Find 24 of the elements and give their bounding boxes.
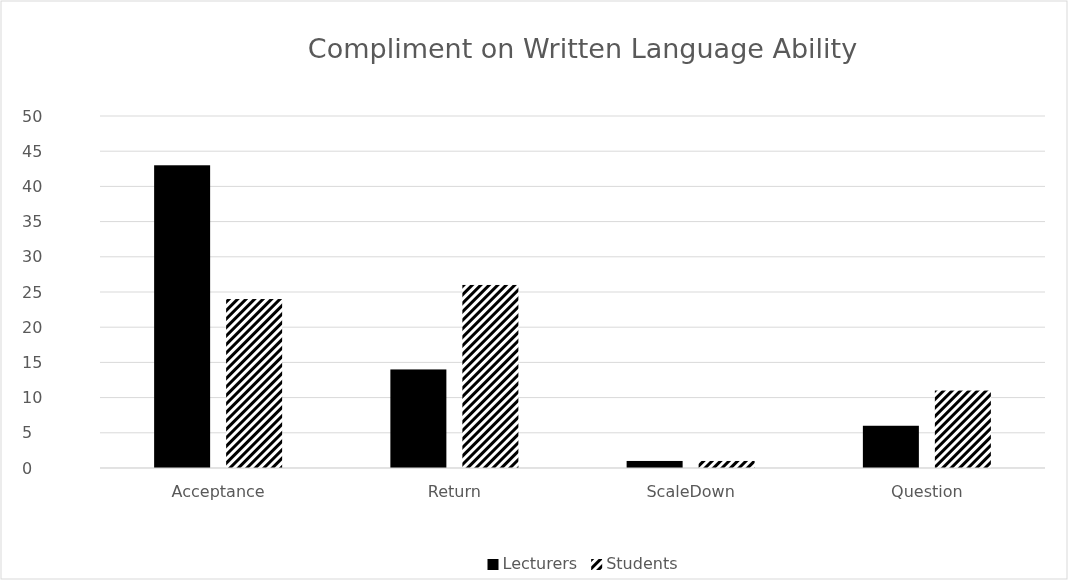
bar xyxy=(154,165,211,468)
x-tick-label: ScaleDown xyxy=(646,482,735,502)
x-tick-label: Question xyxy=(891,482,963,502)
bar xyxy=(462,284,519,468)
bar xyxy=(226,299,283,468)
y-tick-label: 20 xyxy=(22,317,43,337)
y-tick-label: 45 xyxy=(22,141,43,161)
y-tick-label: 30 xyxy=(22,247,43,267)
bar xyxy=(934,390,991,468)
x-tick-label: Acceptance xyxy=(171,482,265,502)
y-tick-label: 25 xyxy=(22,282,43,302)
y-tick-label: 10 xyxy=(22,388,43,408)
y-tick-label: 5 xyxy=(22,423,33,443)
y-tick-label: 15 xyxy=(22,353,43,373)
y-tick-label: 50 xyxy=(22,106,43,126)
legend-label: Students xyxy=(606,554,678,573)
y-tick-label: 35 xyxy=(22,212,43,232)
y-tick-label: 40 xyxy=(22,177,43,197)
y-tick-label: 0 xyxy=(22,458,33,478)
legend-label: Lecturers xyxy=(502,554,578,573)
chart-title: Compliment on Written Language Ability xyxy=(307,33,858,64)
bar xyxy=(390,369,447,468)
x-tick-label: Return xyxy=(427,482,481,502)
bar xyxy=(862,425,919,468)
